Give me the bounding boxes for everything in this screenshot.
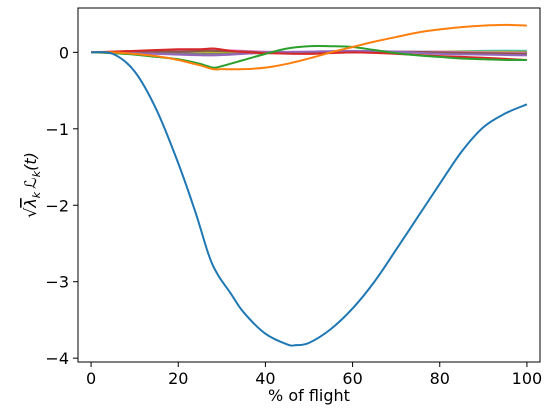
x-tick-label: 0 [86, 369, 96, 388]
x-tick-label: 40 [255, 369, 275, 388]
y-tick-label: −1 [45, 120, 69, 139]
x-axis: 0 20 40 60 80 100 [86, 362, 542, 388]
series-line-2 [91, 23, 527, 71]
ylabel-root: √ [21, 207, 40, 218]
ylabel-L: ℒ [21, 177, 40, 189]
ylabel-k1: k [30, 191, 43, 198]
y-axis: 0 −1 −2 −3 −4 [45, 43, 78, 368]
y-tick-label: −4 [45, 349, 69, 368]
plot-frame [77, 7, 541, 363]
series-layer [91, 23, 528, 347]
series-line-1 [91, 51, 528, 347]
y-tick-label: −2 [45, 196, 69, 215]
x-tick-label: 60 [342, 369, 362, 388]
ylabel-tail: (t) [21, 152, 40, 171]
ylabel-lambda: λ [21, 198, 40, 208]
x-tick-label: 100 [512, 369, 543, 388]
x-tick-label: 20 [168, 369, 188, 388]
ylabel-k2: k [30, 170, 43, 177]
svg-text:√λkℒk(t): √λkℒk(t) [21, 152, 43, 218]
y-axis-label: √λkℒk(t) [21, 152, 43, 218]
x-tick-label: 80 [430, 369, 450, 388]
x-axis-label: % of flight [268, 386, 350, 405]
y-tick-label: 0 [59, 43, 69, 62]
y-tick-label: −3 [45, 273, 69, 292]
series-line-5 [91, 49, 527, 57]
